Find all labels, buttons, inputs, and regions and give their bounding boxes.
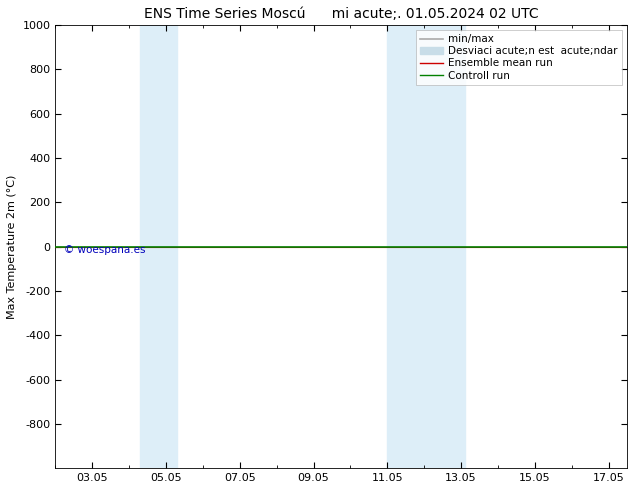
Bar (140, 25, 177, 468)
Bar (387, 25, 465, 468)
Y-axis label: Max Temperature 2m (°C): Max Temperature 2m (°C) (7, 174, 17, 318)
Title: ENS Time Series Moscú      mi acute;. 01.05.2024 02 UTC: ENS Time Series Moscú mi acute;. 01.05.2… (144, 7, 538, 21)
Legend: min/max, Desviaci acute;n est  acute;ndar, Ensemble mean run, Controll run: min/max, Desviaci acute;n est acute;ndar… (416, 30, 622, 85)
Text: © woespana.es: © woespana.es (64, 245, 145, 255)
